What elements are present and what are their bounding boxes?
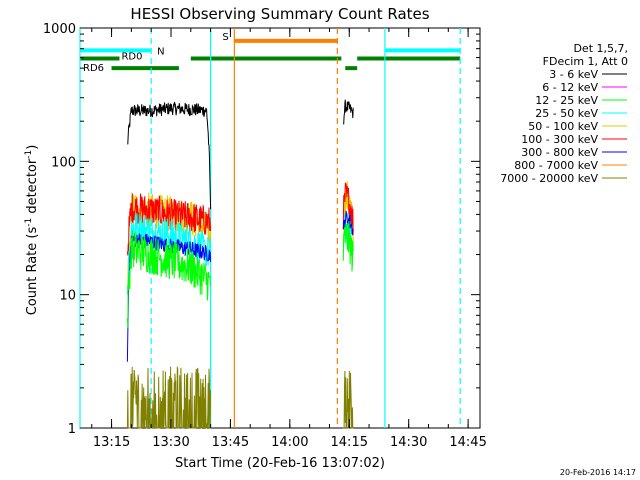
plot-area — [79, 27, 481, 429]
series-line-100-300-kev — [126, 193, 212, 256]
legend-entry-label: 100 - 300 keV — [521, 133, 598, 146]
y-axis-label-sup1: -1 — [24, 218, 34, 227]
series-line-300-800-kev — [342, 210, 354, 236]
y-axis-label-mid: detector — [25, 158, 40, 218]
y-tick-label: 100 — [51, 155, 76, 170]
observing-intervals: N S RD0 RD6 — [80, 32, 461, 74]
legend-entry-label: 3 - 6 keV — [549, 68, 598, 81]
plot-frame — [79, 27, 481, 429]
series-lines — [126, 99, 354, 429]
interval-label-rd0: RD0 — [121, 52, 142, 63]
y-axis-label-sup2: -1 — [24, 150, 34, 159]
y-tick-label: 1 — [68, 422, 76, 437]
series-line-300-800-kev — [126, 232, 212, 362]
x-tick-label: 14:45 — [449, 435, 486, 450]
series-line-7000-20000-kev — [126, 365, 212, 429]
x-tick-label: 13:45 — [212, 435, 249, 450]
legend-entry-label: 25 - 50 keV — [535, 107, 598, 120]
series-line-12-25-kev — [126, 230, 212, 328]
x-tick-label: 14:00 — [271, 435, 308, 450]
legend-header: FDecim 1, Att 0 — [543, 55, 628, 68]
legend-header: Det 1,5,7, — [573, 42, 628, 55]
series-line-3-6-kev — [127, 101, 212, 210]
series-line-12-25-kev — [342, 221, 354, 272]
attenuator-boundaries — [79, 28, 461, 428]
interval-label-n: N — [157, 46, 164, 57]
interval-label-rd6: RD6 — [83, 63, 104, 74]
legend-entry-label: 300 - 800 keV — [521, 146, 598, 159]
y-axis-label-main: Count Rate (s — [25, 227, 40, 316]
x-tick-label: 13:30 — [152, 435, 189, 450]
y-axis-label: Count Rate (s-1 detector-1) — [24, 145, 40, 316]
x-tick-label: 13:15 — [93, 435, 130, 450]
x-axis-ticks: 13:15 13:30 13:45 14:00 14:15 14:30 14:45 — [91, 28, 487, 450]
chart-title: HESSI Observing Summary Count Rates — [130, 5, 429, 23]
y-tick-label: 1000 — [43, 22, 76, 37]
x-axis-label: Start Time (20-Feb-16 13:07:02) — [175, 456, 385, 471]
x-tick-label: 14:30 — [390, 435, 427, 450]
y-axis-ticks: 1 10 100 1000 — [43, 22, 480, 437]
footer-timestamp: 20-Feb-2016 14:17 — [560, 468, 636, 477]
y-tick-label: 10 — [59, 289, 76, 304]
legend-entry-label: 12 - 25 keV — [535, 94, 598, 107]
legend-entry-label: 6 - 12 keV — [542, 81, 598, 94]
y-axis-label-end: ) — [25, 145, 40, 150]
legend-entry-label: 800 - 7000 keV — [514, 159, 598, 172]
series-line-7000-20000-kev — [343, 370, 354, 429]
interval-label-s: S — [222, 32, 228, 43]
legend-entry-label: 7000 - 20000 keV — [500, 172, 598, 185]
x-tick-label: 14:15 — [331, 435, 368, 450]
series-line-3-6-kev — [342, 99, 354, 125]
legend-entry-label: 50 - 100 keV — [528, 120, 598, 133]
